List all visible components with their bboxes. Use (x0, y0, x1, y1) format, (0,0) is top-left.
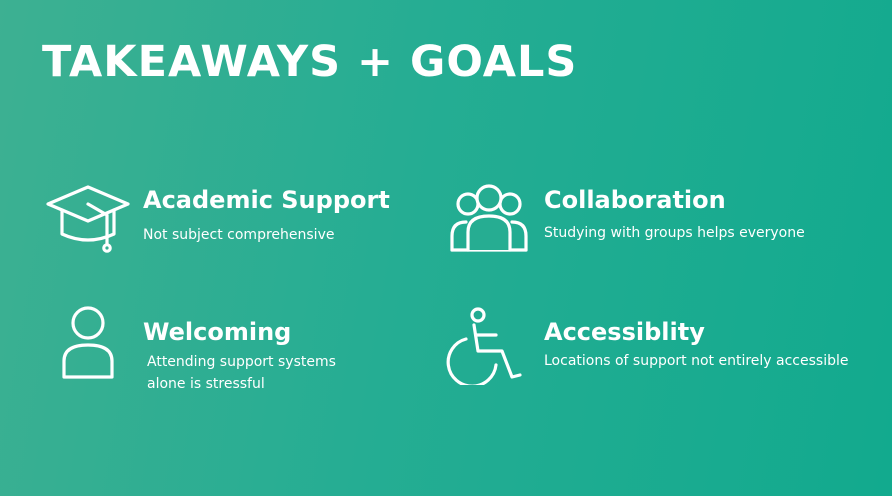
item-description: Not subject comprehensive (143, 227, 335, 243)
item-description: alone is stressful (147, 376, 265, 392)
item-title: Academic Support (143, 186, 390, 214)
group-icon (450, 184, 528, 252)
graduation-cap-icon (46, 185, 130, 253)
item-description: Attending support systems (147, 354, 336, 370)
item-title: Collaboration (544, 186, 726, 214)
person-icon (62, 306, 114, 379)
item-description: Studying with groups helps everyone (544, 225, 805, 241)
item-description: Locations of support not entirely access… (544, 353, 849, 369)
item-title: Welcoming (143, 318, 292, 346)
slide-title: TAKEAWAYS + GOALS (42, 37, 578, 87)
wheelchair-icon (446, 307, 522, 385)
item-title: Accessiblity (544, 318, 705, 346)
